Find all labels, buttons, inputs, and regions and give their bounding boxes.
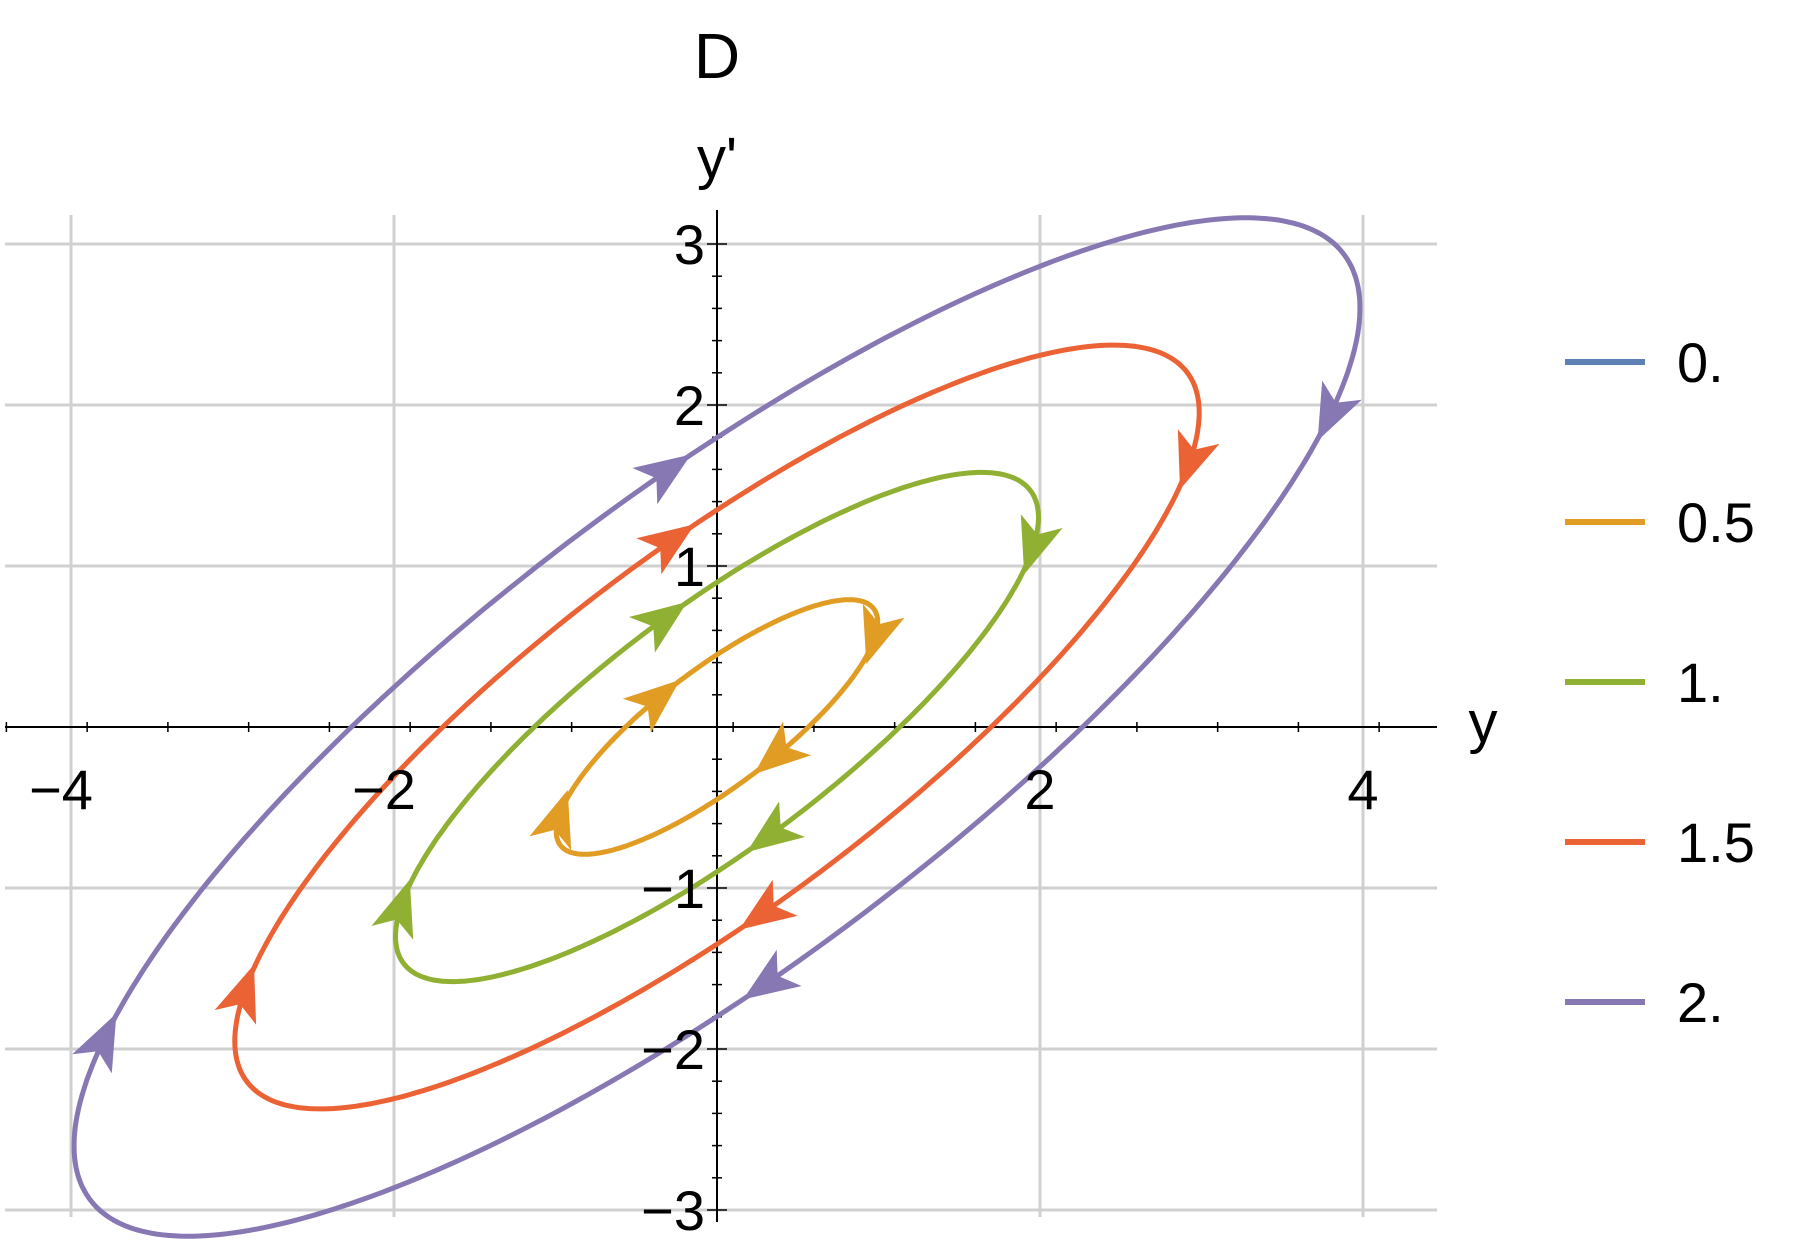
x-tick-label: 4 <box>1347 758 1378 821</box>
chart-title: D <box>694 20 740 92</box>
arrowhead-0-5-0 <box>862 603 905 664</box>
arrowhead-2--0 <box>1317 380 1362 441</box>
arrowhead-1--3 <box>629 601 688 653</box>
orbit-curve-1- <box>393 469 1041 985</box>
grid-lines <box>5 215 1437 1217</box>
y-tick-label: 1 <box>674 535 705 598</box>
x-axis-title: y <box>1469 690 1498 755</box>
arrowhead-1--1 <box>371 879 414 940</box>
legend-label: 0.5 <box>1677 491 1755 554</box>
y-tick-label: −3 <box>641 1179 705 1242</box>
arrowhead-1--0 <box>1020 514 1063 575</box>
arrowhead-1--2 <box>746 801 805 853</box>
minor-ticks <box>5 243 1380 1211</box>
y-tick-label: −2 <box>641 1018 705 1081</box>
x-tick-label: −4 <box>29 758 93 821</box>
orbit-curves <box>71 215 1363 1239</box>
arrowhead-2--2 <box>743 949 802 1000</box>
arrowhead-1-5-3 <box>636 524 695 575</box>
orbit-curve-1-5 <box>232 342 1202 1112</box>
orbit-curve-0-5 <box>553 597 881 857</box>
axes <box>5 210 1437 1222</box>
x-tick-label: −2 <box>352 758 416 821</box>
x-tick-label: 2 <box>1024 758 1055 821</box>
arrowhead-2--1 <box>72 1013 117 1074</box>
arrowhead-0-5-2 <box>754 721 812 775</box>
y-tick-label: −1 <box>641 857 705 920</box>
y-axis-title: y' <box>697 126 737 191</box>
legend-label: 1. <box>1677 651 1724 714</box>
legend-label: 1.5 <box>1677 811 1755 874</box>
arrowhead-0-5-3 <box>622 679 680 733</box>
arrowhead-1-5-0 <box>1177 429 1220 490</box>
legend-label: 2. <box>1677 971 1724 1034</box>
legend-label: 0. <box>1677 331 1724 394</box>
arrowhead-2--3 <box>632 454 691 505</box>
arrowhead-1-5-1 <box>214 964 257 1025</box>
arrowhead-0-5-1 <box>529 790 572 851</box>
y-tick-label: 2 <box>674 374 705 437</box>
arrowhead-1-5-2 <box>739 879 798 930</box>
y-tick-label: 3 <box>674 213 705 276</box>
orbit-curve-2- <box>71 215 1363 1239</box>
legend: 0. 0.5 1. 1.5 2. <box>1565 331 1755 1034</box>
tick-labels: −4 −2 2 4 −3 −2 −1 1 2 3 <box>29 213 1379 1242</box>
